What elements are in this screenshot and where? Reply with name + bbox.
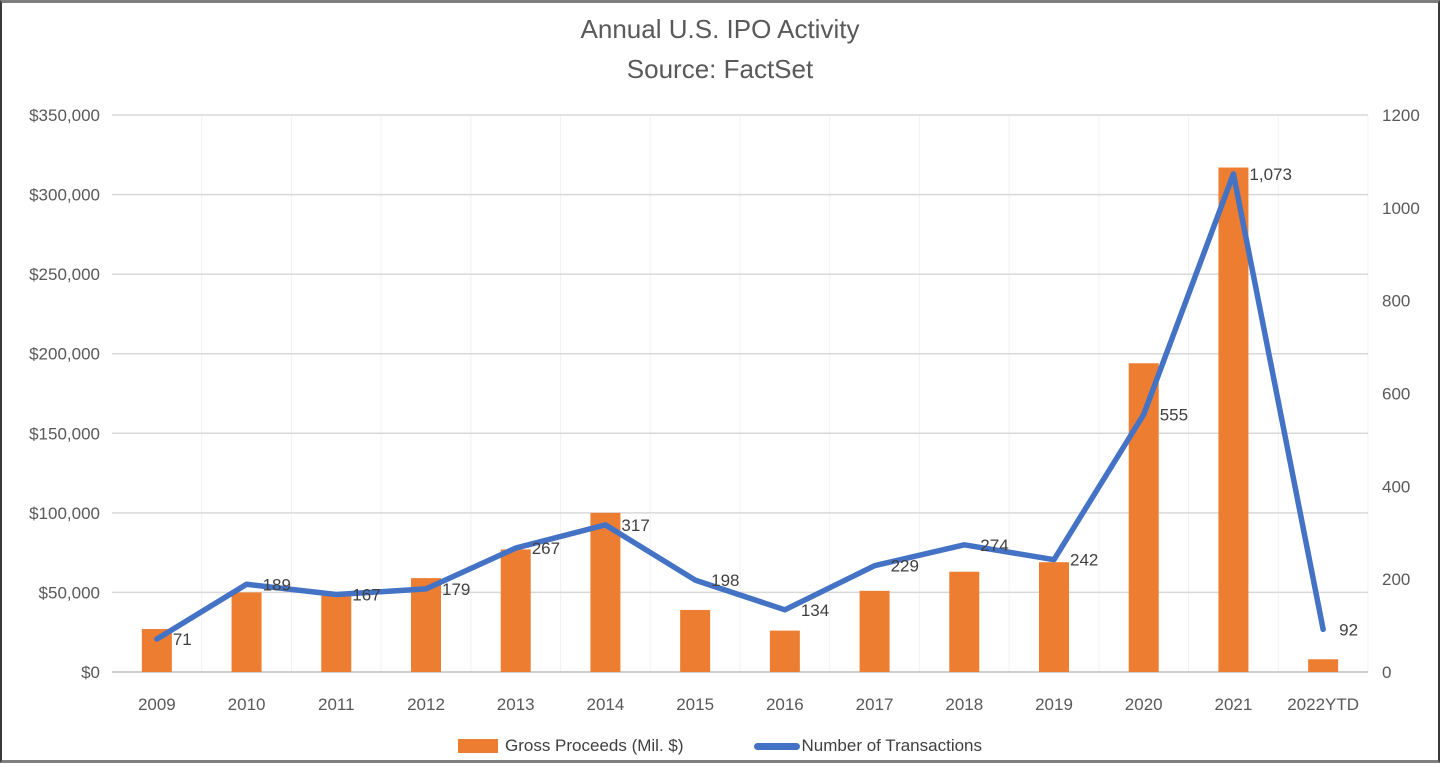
x-axis-label: 2015	[676, 695, 714, 714]
right-axis-tick: 1200	[1382, 106, 1420, 125]
bar	[411, 578, 441, 672]
x-axis-label: 2013	[497, 695, 535, 714]
legend-label-transactions: Number of Transactions	[801, 736, 982, 755]
bar	[859, 590, 890, 672]
line-data-label: 189	[263, 575, 291, 594]
right-axis-tick: 1000	[1382, 199, 1420, 218]
bar	[949, 571, 980, 672]
chart-title: Annual U.S. IPO Activity	[580, 14, 860, 44]
right-axis-tick: 800	[1382, 292, 1410, 311]
bar	[500, 549, 531, 672]
line-data-label: 229	[891, 557, 919, 576]
left-axis-tick: $250,000	[29, 265, 100, 284]
line-data-label: 167	[352, 585, 380, 604]
x-axis-label: 2021	[1215, 695, 1253, 714]
line-data-label: 317	[621, 516, 649, 535]
line-data-label: 179	[442, 580, 470, 599]
line-data-label: 274	[980, 536, 1008, 555]
left-axis-tick: $200,000	[29, 345, 100, 364]
x-axis-label: 2018	[945, 695, 983, 714]
bar	[1308, 659, 1339, 672]
left-axis-tick: $300,000	[29, 186, 100, 205]
line-data-label: 1,073	[1249, 165, 1292, 184]
bar	[1039, 562, 1069, 672]
left-axis-tick: $350,000	[29, 106, 100, 125]
line-data-label: 555	[1160, 405, 1188, 424]
x-axis-label: 2019	[1035, 695, 1073, 714]
legend-label-gross-proceeds: Gross Proceeds (Mil. $)	[504, 736, 684, 755]
bar	[321, 595, 352, 672]
right-axis-tick: 200	[1382, 570, 1410, 589]
plot-area: $350,000 $300,000 $250,000 $200,000 $150,000…	[29, 106, 1420, 714]
left-axis-tick: $100,000	[29, 504, 100, 523]
left-axis-tick: $50,000	[39, 583, 100, 602]
line-data-label: 198	[711, 571, 739, 590]
chart-title-block: Annual U.S. IPO Activity Source: FactSet	[2, 9, 1438, 89]
left-axis-tick: $150,000	[29, 424, 100, 443]
line-data-label: 92	[1339, 620, 1358, 639]
bar	[1218, 167, 1249, 672]
transactions-line	[154, 171, 1326, 642]
legend: Gross Proceeds (Mil. $) Number of Transa…	[2, 736, 1438, 756]
x-axis-label: 2022YTD	[1287, 695, 1359, 714]
right-axis-tick: 0	[1382, 663, 1391, 682]
x-axis-label: 2020	[1125, 695, 1163, 714]
line-data-label: 71	[173, 630, 192, 649]
line-data-label: 134	[801, 601, 829, 620]
chart-subtitle: Source: FactSet	[626, 54, 814, 84]
line-data-label: 267	[532, 539, 560, 558]
bar	[590, 512, 621, 672]
x-axis-label: 2009	[138, 695, 176, 714]
line-series-swatch-icon	[753, 742, 800, 750]
x-axis-label: 2016	[766, 695, 804, 714]
left-axis-tick: $0	[81, 663, 100, 682]
x-axis-label: 2014	[587, 695, 625, 714]
bar	[231, 592, 262, 672]
legend-item-transactions: Number of Transactions	[753, 736, 982, 756]
x-axis-label: 2017	[856, 695, 894, 714]
x-axis-label: 2012	[407, 695, 445, 714]
x-axis-label: 2010	[228, 695, 266, 714]
right-axis-tick: 600	[1382, 385, 1410, 404]
bar-series-swatch-icon	[457, 739, 498, 753]
bar	[680, 609, 711, 672]
bar	[769, 630, 800, 672]
line-data-label: 242	[1070, 551, 1098, 570]
legend-item-gross-proceeds: Gross Proceeds (Mil. $)	[457, 736, 684, 756]
right-axis-tick: 400	[1382, 477, 1410, 496]
x-axis-label: 2011	[318, 695, 355, 714]
